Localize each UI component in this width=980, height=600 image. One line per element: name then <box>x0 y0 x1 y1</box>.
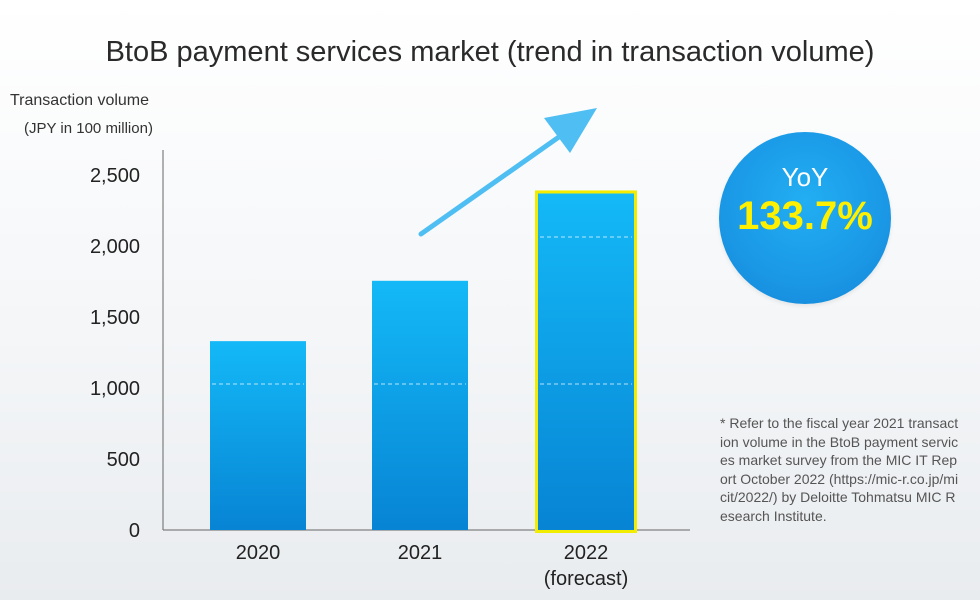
x-tick-label: 2020 <box>236 542 281 564</box>
y-tick-label: 1,500 <box>90 307 140 329</box>
axis-labels: 0 500 1,000 1,500 2,000 2,500 2020 2021 2022 (for… <box>90 165 628 590</box>
y-tick-label: 0 <box>129 520 140 542</box>
x-tick-label: 2021 <box>398 542 443 564</box>
trend-arrow-head <box>544 108 597 153</box>
trend-arrow-shaft <box>418 129 569 237</box>
yoy-value: 133.7% <box>737 194 873 238</box>
forecast-bar-outline <box>535 190 637 534</box>
yoy-badge: YoY 133.7% <box>719 132 891 304</box>
y-axis-unit-label: (JPY in 100 million) <box>24 120 153 137</box>
bar-2020 <box>210 341 306 530</box>
bar-2022 <box>538 193 634 530</box>
x-tick-label: 2022 <box>564 542 609 564</box>
footnote: * Refer to the fiscal year 2021 transact… <box>720 415 959 524</box>
y-tick-label: 2,500 <box>90 165 140 187</box>
x-tick-sublabel: (forecast) <box>544 568 628 590</box>
bars <box>210 190 637 534</box>
y-tick-label: 1,000 <box>90 378 140 400</box>
y-axis-label: Transaction volume <box>10 92 150 109</box>
chart-title: BtoB payment services market (trend in t… <box>105 36 875 68</box>
y-tick-label: 2,000 <box>90 236 140 258</box>
y-tick-label: 500 <box>107 449 140 471</box>
yoy-label: YoY <box>781 162 829 192</box>
bar-2021 <box>372 280 468 530</box>
trend-arrow <box>418 108 597 237</box>
